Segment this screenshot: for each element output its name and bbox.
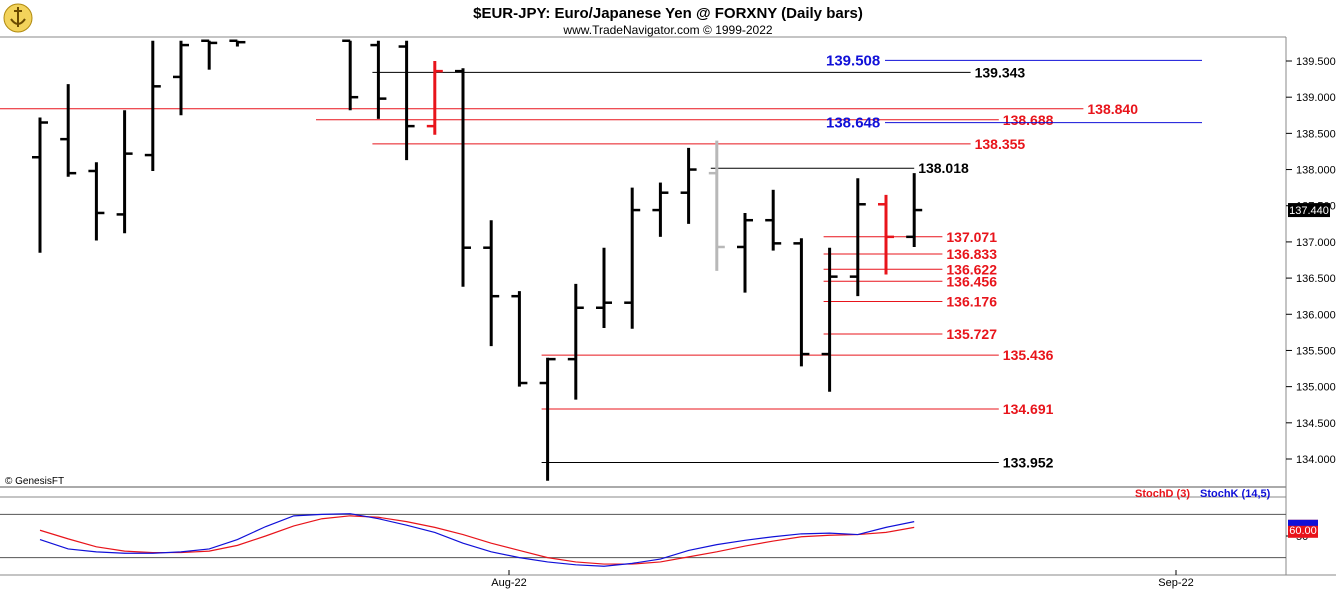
price-level-label: 135.727	[946, 326, 997, 342]
ohlc-bar	[398, 40, 415, 161]
ohlc-bar	[511, 291, 528, 387]
date-axis-label: Aug-22	[491, 577, 526, 589]
chart-title: $EUR-JPY: Euro/Japanese Yen @ FORXNY (Da…	[473, 5, 863, 22]
price-axis-label: 135.000	[1296, 382, 1336, 394]
price-level-label: 138.840	[1087, 101, 1138, 117]
chart-subtitle: www.TradeNavigator.com © 1999-2022	[562, 23, 772, 37]
ohlc-bar	[765, 189, 782, 251]
stochk-line	[39, 513, 915, 567]
price-level-label: 133.952	[1003, 454, 1054, 470]
last-price-label: 137.440	[1289, 205, 1329, 217]
legend-entry: StochD (3)	[1135, 488, 1190, 500]
price-axis-label: 139.000	[1296, 92, 1336, 104]
indicator-legend: StochD (3) StochK (14,5)	[1135, 488, 1271, 500]
ohlc-bar	[906, 173, 923, 247]
price-level-label: 138.688	[1003, 112, 1054, 128]
ohlc-bar	[596, 247, 612, 329]
ohlc-bar	[680, 147, 697, 224]
ohlc-bar	[229, 39, 246, 47]
ohlc-bar	[737, 212, 753, 293]
ohlc-bar	[144, 40, 161, 171]
ohlc-bar	[652, 182, 669, 237]
ohlc-bar	[624, 187, 641, 329]
price-axis-label: 134.000	[1296, 454, 1336, 466]
price-axis-label: 135.500	[1296, 345, 1336, 357]
price-level-label: 134.691	[1003, 401, 1054, 417]
price-axis-label: 136.000	[1296, 309, 1336, 321]
price-axis-label: 134.500	[1296, 418, 1336, 430]
price-level-label: 139.343	[975, 64, 1026, 80]
stochastic-indicator: 5060.00	[0, 513, 1318, 567]
ohlc-bar	[60, 84, 77, 177]
price-level-label: 137.071	[946, 229, 997, 245]
price-level-label: 136.456	[946, 273, 997, 289]
ohlc-bar	[32, 117, 48, 253]
price-axis-label: 136.500	[1296, 273, 1336, 285]
price-level-label: 136.176	[946, 294, 997, 310]
ohlc-bar	[878, 194, 894, 275]
last-price-tag: 137.440	[1288, 203, 1330, 218]
ohlc-bar	[201, 39, 218, 70]
ohlc-bar	[88, 162, 105, 241]
ohlc-bar	[793, 238, 810, 367]
ohlc-bar	[370, 40, 387, 119]
price-axis-label: 137.000	[1296, 237, 1336, 249]
last-price-box	[1288, 203, 1330, 218]
copyright-label: © GenesisFT	[5, 476, 64, 487]
price-axis-label: 139.500	[1296, 56, 1336, 68]
legend-entry: StochK (14,5)	[1200, 488, 1271, 500]
price-level-label: 136.833	[946, 246, 997, 262]
price-level-label: 139.508	[826, 52, 880, 69]
stochd-line	[39, 515, 915, 565]
indicator-last-value-label: 60.00	[1289, 525, 1317, 537]
indicator-last-value-stripe	[1288, 519, 1318, 526]
ohlc-bar	[483, 220, 500, 347]
price-level-label: 138.648	[826, 115, 880, 132]
ohlc-bar	[426, 61, 443, 135]
price-axis-label: 138.500	[1296, 128, 1336, 140]
price-axis: 134.000 134.500 135.000 135.500 136.000 136.5…	[1286, 56, 1336, 466]
price-level-label: 138.355	[975, 136, 1026, 152]
ohlc-bar	[539, 357, 556, 481]
ohlc-bar	[173, 40, 189, 116]
date-axis-label: Sep-22	[1158, 577, 1193, 589]
ohlc-bar	[116, 110, 133, 234]
ohlc-bar	[455, 68, 471, 287]
price-bars	[32, 39, 923, 481]
price-level-label: 138.018	[918, 160, 969, 176]
ohlc-bar	[342, 39, 359, 111]
ohlc-bar	[821, 247, 838, 392]
price-level-label: 135.436	[1003, 347, 1054, 363]
price-levels: 139.508 139.343 138.840 138.688 138.648 138.3…	[0, 52, 1202, 470]
ohlc-bar	[708, 140, 725, 271]
ohlc-bar	[567, 283, 584, 400]
price-level-label: 136.622	[946, 261, 997, 277]
date-axis: Aug-22 Sep-22	[491, 570, 1194, 589]
ohlc-bar	[849, 178, 866, 297]
price-axis-label: 138.000	[1296, 165, 1336, 177]
logo-icon	[3, 3, 33, 33]
